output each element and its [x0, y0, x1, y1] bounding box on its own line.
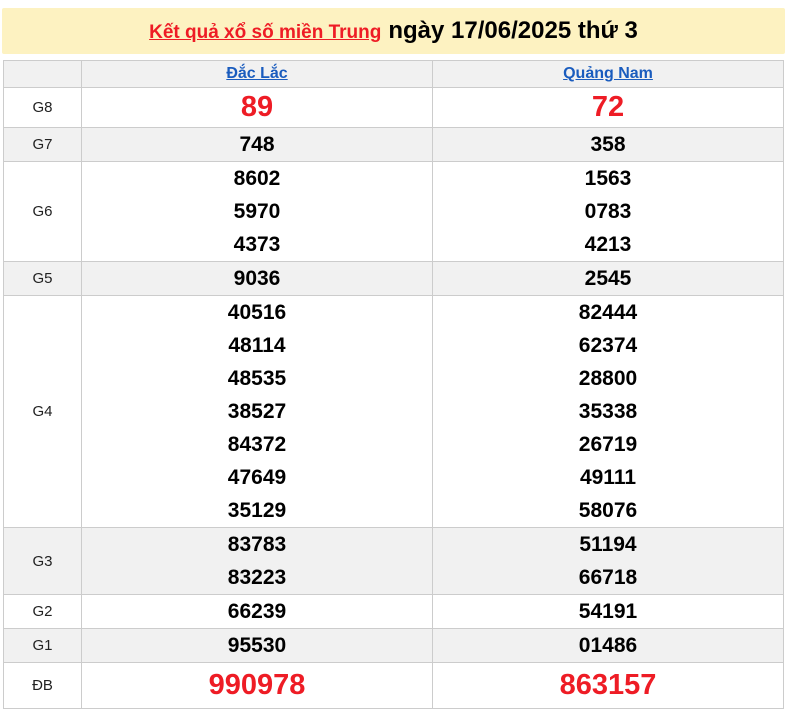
- result-number: 62374: [578, 334, 638, 357]
- result-cell: 66239: [81, 594, 433, 629]
- result-number: 83783: [227, 533, 287, 556]
- prize-row-g3: G3 83783 83223 51194 66718: [3, 527, 784, 595]
- result-number: 83223: [227, 566, 287, 589]
- prize-row-g4: G4 40516 48114 48535 38527 84372 47649 3…: [3, 295, 784, 528]
- result-number: 863157: [559, 669, 657, 701]
- page-banner: Kết quả xổ số miền Trung ngày 17/06/2025…: [2, 8, 785, 54]
- result-number: 4373: [233, 233, 281, 256]
- result-number: 54191: [578, 600, 638, 623]
- result-number: 2545: [584, 267, 632, 290]
- result-number: 66239: [227, 600, 287, 623]
- result-number: 84372: [227, 433, 287, 456]
- prize-label: G4: [3, 295, 82, 528]
- result-cell: 8602 5970 4373: [81, 161, 433, 262]
- result-number: 89: [240, 91, 274, 123]
- prize-label: G3: [3, 527, 82, 595]
- result-number: 82444: [578, 301, 638, 324]
- column-header-dac-lac: Đắc Lắc: [81, 60, 433, 88]
- result-number: 358: [590, 133, 626, 156]
- result-number: 66718: [578, 566, 638, 589]
- result-cell: 95530: [81, 628, 433, 663]
- result-number: 748: [239, 133, 275, 156]
- quang-nam-link[interactable]: Quảng Nam: [563, 65, 653, 82]
- result-cell: 01486: [432, 628, 784, 663]
- region-title-link[interactable]: Kết quả xổ số miền Trung: [149, 22, 382, 43]
- result-number: 28800: [578, 367, 638, 390]
- column-header-quang-nam: Quảng Nam: [432, 60, 784, 88]
- prize-row-g2: G2 66239 54191: [3, 594, 784, 629]
- result-number: 38527: [227, 400, 287, 423]
- result-cell: 54191: [432, 594, 784, 629]
- result-number: 51194: [579, 533, 637, 556]
- result-cell: 1563 0783 4213: [432, 161, 784, 262]
- result-number: 990978: [208, 669, 306, 701]
- result-number: 48114: [228, 334, 286, 357]
- result-number: 48535: [227, 367, 287, 390]
- result-cell: 89: [81, 87, 433, 128]
- result-number: 72: [591, 91, 625, 123]
- result-cell: 72: [432, 87, 784, 128]
- result-number: 1563: [584, 167, 632, 190]
- result-number: 35338: [578, 400, 638, 423]
- prize-row-g5: G5 9036 2545: [3, 261, 784, 296]
- prize-label: G8: [3, 87, 82, 128]
- draw-date-text: ngày 17/06/2025 thứ 3: [388, 17, 638, 44]
- result-number: 58076: [578, 499, 638, 522]
- result-number: 0783: [584, 200, 632, 223]
- result-number: 26719: [578, 433, 638, 456]
- prize-row-g7: G7 748 358: [3, 127, 784, 162]
- dac-lac-link[interactable]: Đắc Lắc: [226, 65, 288, 82]
- result-number: 95530: [227, 634, 287, 657]
- prize-row-g1: G1 95530 01486: [3, 628, 784, 663]
- prize-row-g8: G8 89 72: [3, 87, 784, 128]
- result-cell: 2545: [432, 261, 784, 296]
- result-number: 4213: [584, 233, 632, 256]
- result-cell: 83783 83223: [81, 527, 433, 595]
- prize-label: ĐB: [3, 662, 82, 709]
- results-table: Đắc Lắc Quảng Nam G8 89 72 G7 748 358: [3, 60, 784, 709]
- result-number: 35129: [227, 499, 287, 522]
- result-cell: 863157: [432, 662, 784, 709]
- result-number: 5970: [233, 200, 281, 223]
- result-cell: 40516 48114 48535 38527 84372 47649 3512…: [81, 295, 433, 528]
- result-number: 49111: [579, 466, 637, 489]
- result-cell: 358: [432, 127, 784, 162]
- result-cell: 748: [81, 127, 433, 162]
- prize-label: G7: [3, 127, 82, 162]
- prize-row-g6: G6 8602 5970 4373 1563 0783 4213: [3, 161, 784, 262]
- result-number: 9036: [233, 267, 281, 290]
- result-number: 47649: [227, 466, 287, 489]
- result-number: 8602: [233, 167, 281, 190]
- prize-row-db: ĐB 990978 863157: [3, 662, 784, 709]
- table-header-row: Đắc Lắc Quảng Nam: [3, 60, 784, 88]
- corner-cell: [3, 60, 82, 88]
- result-cell: 9036: [81, 261, 433, 296]
- result-cell: 51194 66718: [432, 527, 784, 595]
- result-cell: 990978: [81, 662, 433, 709]
- prize-label: G1: [3, 628, 82, 663]
- prize-label: G6: [3, 161, 82, 262]
- prize-label: G2: [3, 594, 82, 629]
- result-cell: 82444 62374 28800 35338 26719 49111 5807…: [432, 295, 784, 528]
- prize-label: G5: [3, 261, 82, 296]
- result-number: 01486: [578, 634, 638, 657]
- result-number: 40516: [227, 301, 287, 324]
